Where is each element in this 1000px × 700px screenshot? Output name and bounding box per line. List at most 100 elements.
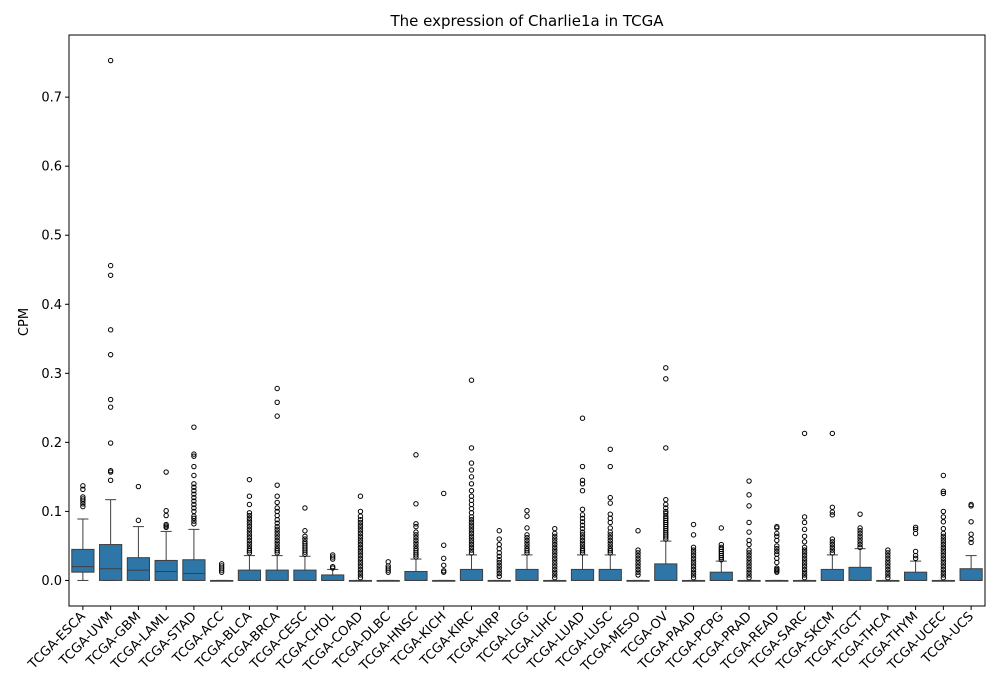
outlier-point (413, 529, 419, 535)
outlier-point (635, 555, 641, 562)
iqr-box (154, 559, 178, 581)
outlier-point (801, 550, 808, 556)
outlier-point (746, 558, 752, 564)
outlier-point (246, 493, 253, 499)
outlier-point (552, 561, 558, 567)
outlier-point (107, 404, 114, 410)
outlier-point (940, 530, 947, 537)
outlier-point (607, 540, 613, 546)
outlier-point (801, 514, 808, 520)
outlier-point (579, 415, 586, 421)
outlier-point (968, 539, 974, 546)
outlier-point (329, 563, 336, 570)
outlier-point (468, 487, 475, 494)
outlier-point (690, 569, 697, 575)
outlier-point (357, 555, 364, 562)
box-TCGA-LAML (154, 469, 178, 581)
outlier-point (774, 530, 780, 537)
outlier-point (552, 550, 558, 556)
iqr-box (848, 566, 872, 581)
iqr-box (654, 563, 678, 581)
plot-frame (68, 34, 986, 607)
outlier-point (274, 545, 280, 552)
outlier-point (357, 563, 364, 570)
outlier-point (940, 574, 947, 581)
box-TCGA-KIRC (459, 377, 484, 581)
iqr-box (237, 569, 262, 581)
outlier-point (274, 385, 280, 392)
outlier-point (746, 555, 752, 562)
outlier-point (579, 487, 586, 494)
outlier-point (801, 544, 808, 551)
outlier-point (107, 57, 114, 64)
outlier-point (801, 552, 808, 559)
outlier-point (468, 541, 475, 548)
outlier-point (496, 528, 502, 534)
outlier-point (80, 494, 86, 500)
outlier-point (690, 555, 697, 562)
outlier-point (829, 544, 836, 551)
outlier-point (357, 522, 364, 528)
outlier-point (579, 540, 586, 546)
outlier-point (579, 522, 586, 528)
outlier-point (801, 558, 808, 564)
outlier-point (857, 544, 863, 551)
outlier-point (80, 496, 86, 502)
y-tick-label: 0.0 (41, 574, 62, 589)
box-TCGA-LGG (515, 508, 539, 581)
outlier-point (191, 494, 197, 501)
outlier-point (746, 547, 752, 553)
outlier-point (413, 452, 419, 458)
outlier-point (746, 561, 752, 567)
outlier-point (552, 547, 558, 553)
outlier-point (441, 542, 447, 548)
outlier-point (357, 493, 364, 499)
outlier-point (774, 543, 780, 549)
outlier-point (857, 530, 863, 537)
outlier-point (468, 519, 475, 526)
outlier-point (774, 545, 780, 552)
outlier-point (107, 351, 114, 358)
outlier-point (885, 569, 891, 575)
iqr-box (459, 568, 484, 581)
outlier-point (635, 569, 641, 575)
outlier-point (468, 528, 475, 534)
outlier-point (607, 532, 613, 538)
outlier-point (940, 550, 947, 556)
outlier-point (357, 547, 364, 553)
box-TCGA-OV (654, 365, 678, 581)
outlier-point (607, 525, 613, 531)
outlier-point (413, 537, 419, 544)
outlier-point (191, 484, 197, 490)
outlier-point (746, 569, 752, 575)
outlier-point (552, 555, 558, 562)
box-TCGA-THCA (876, 547, 900, 582)
iqr-box (321, 574, 345, 581)
outlier-point (246, 540, 253, 546)
outlier-point (552, 572, 558, 578)
outlier-point (357, 541, 364, 548)
outlier-point (524, 513, 530, 519)
outlier-point (552, 566, 558, 573)
outlier-point (107, 272, 114, 278)
outlier-point (274, 482, 280, 488)
outlier-point (912, 548, 919, 555)
outlier-point (579, 545, 586, 552)
outlier-point (940, 525, 947, 532)
outlier-point (413, 501, 419, 507)
outlier-point (468, 445, 475, 451)
outlier-point (552, 563, 558, 570)
outlier-point (496, 568, 502, 574)
y-tick-label: 0.2 (41, 436, 62, 451)
outlier-point (357, 550, 364, 556)
outlier-point (579, 532, 586, 538)
iqr-box (959, 568, 983, 581)
outlier-point (246, 501, 253, 508)
outlier-point (829, 547, 836, 553)
y-axis-label: CPM (17, 308, 32, 336)
box-TCGA-LIHC (543, 525, 567, 582)
outlier-point (357, 561, 364, 567)
outlier-point (690, 574, 697, 581)
outlier-point (579, 481, 586, 487)
